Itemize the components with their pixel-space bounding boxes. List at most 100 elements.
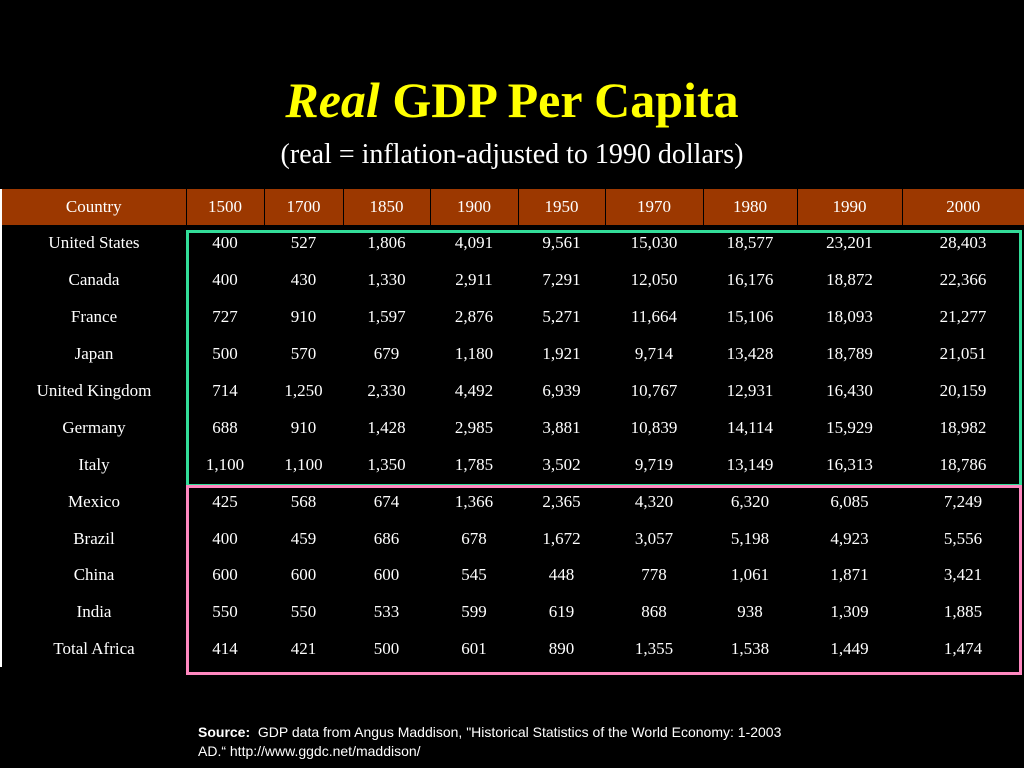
gdp-value-cell: 600 — [212, 565, 238, 585]
gdp-value-cell: 9,561 — [542, 233, 581, 253]
gdp-value-cell: 400 — [212, 270, 238, 290]
table-row: China 600 600 600 545 448 778 1,061 1,871 3,421 — [2, 557, 1024, 594]
gdp-value-cell: 1,871 — [830, 565, 869, 585]
gdp-value-cell: 2,876 — [454, 307, 494, 327]
gdp-value-cell: 23,201 — [826, 233, 873, 253]
table-row: Canada 400 430 1,330 2,911 7,291 12,050 16,176 1… — [2, 262, 1024, 299]
slide-title: Real GDP Per Capita — [0, 70, 1024, 130]
gdp-value-cell: 1,597 — [367, 307, 406, 327]
gdp-value-cell: 10,767 — [630, 381, 678, 400]
gdp-value-cell: 11,664 — [630, 307, 678, 327]
gdp-value-cell: 4,091 — [454, 233, 494, 253]
country-cell: United States — [48, 233, 140, 253]
gdp-value-cell: 1,366 — [454, 491, 494, 511]
gdp-value-cell: 910 — [290, 307, 317, 327]
table-row: Germany 688 910 1,428 2,985 3,881 10,839 14,114… — [2, 409, 1024, 446]
gdp-value-cell: 6,939 — [542, 381, 581, 400]
gdp-value-cell: 1,538 — [730, 639, 770, 659]
gdp-value-cell: 533 — [373, 602, 400, 622]
gdp-value-cell: 1,785 — [454, 454, 494, 474]
slide-subtitle: (real = inflation-adjusted to 1990 dolla… — [280, 139, 744, 170]
header-year: 1990 — [797, 189, 903, 225]
country-cell: India — [76, 602, 112, 622]
gdp-value-cell: 550 — [212, 602, 238, 622]
gdp-value-cell: 15,929 — [826, 417, 873, 437]
gdp-value-cell: 15,106 — [726, 307, 774, 327]
source-label: Source: — [198, 724, 251, 740]
gdp-value-cell: 2,365 — [542, 491, 581, 511]
table-row: Mexico 425 568 674 1,366 2,365 4,320 6,320 6,085… — [2, 483, 1024, 520]
country-cell: Mexico — [68, 491, 120, 511]
table-row: Italy 1,100 1,100 1,350 1,785 3,502 9,719 13,14… — [2, 446, 1024, 483]
gdp-value-cell: 16,313 — [826, 454, 873, 474]
gdp-value-cell: 5,271 — [542, 307, 581, 327]
header-year: 1980 — [703, 189, 798, 225]
table-body: United States 400 527 1,806 4,091 9,561 15,030… — [2, 225, 1024, 668]
table-row: Japan 500 570 679 1,180 1,921 9,714 13,428 18,78… — [2, 336, 1024, 373]
gdp-value-cell: 6,320 — [730, 491, 770, 511]
gdp-value-cell: 3,421 — [943, 565, 983, 585]
gdp-value-cell: 18,093 — [826, 307, 873, 327]
gdp-value-cell: 3,881 — [542, 417, 581, 437]
country-cell: United Kingdom — [36, 381, 152, 400]
gdp-value-cell: 21,051 — [939, 344, 987, 364]
gdp-value-cell: 13,149 — [726, 454, 774, 474]
gdp-value-cell: 3,502 — [542, 454, 581, 474]
gdp-value-cell: 18,789 — [826, 344, 873, 364]
gdp-value-cell: 714 — [212, 381, 238, 400]
gdp-value-cell: 18,872 — [826, 270, 873, 290]
gdp-value-cell: 601 — [461, 639, 487, 659]
gdp-value-cell: 527 — [290, 233, 317, 253]
gdp-value-cell: 2,985 — [454, 417, 494, 437]
title-text: GDP Per Capita — [392, 72, 739, 128]
country-cell: Total Africa — [53, 639, 135, 659]
gdp-value-cell: 9,719 — [634, 454, 674, 474]
gdp-value-cell: 425 — [212, 491, 238, 511]
country-cell: Italy — [78, 454, 110, 474]
gdp-value-cell: 5,198 — [730, 528, 770, 548]
country-cell: Germany — [62, 417, 126, 437]
gdp-value-cell: 400 — [212, 233, 238, 253]
header-year: 1900 — [430, 189, 519, 225]
gdp-value-cell: 1,061 — [730, 565, 770, 585]
gdp-value-cell: 600 — [290, 565, 317, 585]
gdp-value-cell: 4,320 — [634, 491, 674, 511]
gdp-value-cell: 2,330 — [367, 381, 406, 400]
gdp-value-cell: 1,100 — [205, 454, 245, 474]
gdp-value-cell: 430 — [290, 270, 317, 290]
gdp-value-cell: 568 — [290, 491, 317, 511]
gdp-value-cell: 18,577 — [726, 233, 774, 253]
gdp-value-cell: 1,449 — [830, 639, 869, 659]
gdp-value-cell: 16,176 — [726, 270, 774, 290]
gdp-value-cell: 679 — [373, 344, 400, 364]
gdp-value-cell: 1,474 — [943, 639, 983, 659]
country-cell: Brazil — [73, 528, 115, 548]
gdp-value-cell: 18,786 — [939, 454, 987, 474]
gdp-value-cell: 550 — [290, 602, 317, 622]
gdp-value-cell: 7,249 — [943, 491, 983, 511]
gdp-value-cell: 674 — [373, 491, 400, 511]
header-country: Country — [2, 189, 187, 225]
gdp-value-cell: 570 — [290, 344, 317, 364]
gdp-value-cell: 16,430 — [826, 381, 873, 400]
gdp-value-cell: 4,923 — [830, 528, 869, 548]
table-row: United Kingdom 714 1,250 2,330 4,492 6,939 10,… — [2, 373, 1024, 410]
gdp-value-cell: 10,839 — [630, 417, 678, 437]
gdp-value-cell: 1,921 — [542, 344, 581, 364]
gdp-value-cell: 1,350 — [367, 454, 406, 474]
gdp-value-cell: 545 — [461, 565, 487, 585]
gdp-value-cell: 421 — [290, 639, 317, 659]
gdp-value-cell: 4,492 — [454, 381, 494, 400]
table-row: France 727 910 1,597 2,876 5,271 11,664 15,106 1… — [2, 299, 1024, 336]
gdp-value-cell: 12,050 — [630, 270, 678, 290]
gdp-value-cell: 14,114 — [726, 417, 774, 437]
header-year: 1950 — [518, 189, 606, 225]
gdp-value-cell: 1,428 — [367, 417, 406, 437]
source-url-text: AD.“ http://www.ggdc.net/maddison/ — [198, 743, 421, 759]
gdp-value-cell: 686 — [373, 528, 400, 548]
gdp-value-cell: 414 — [212, 639, 238, 659]
gdp-value-cell: 1,180 — [454, 344, 494, 364]
gdp-value-cell: 868 — [641, 602, 667, 622]
gdp-value-cell: 938 — [737, 602, 763, 622]
gdp-value-cell: 688 — [212, 417, 238, 437]
